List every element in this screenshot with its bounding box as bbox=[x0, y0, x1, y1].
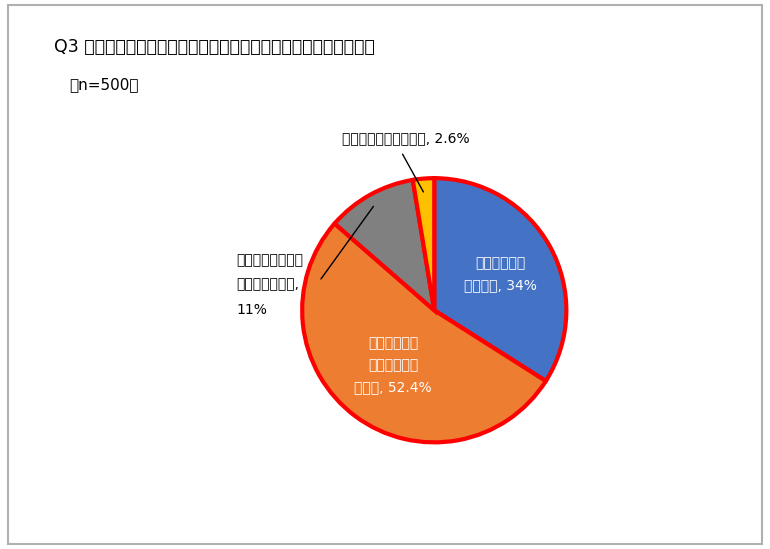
Text: （n=500）: （n=500） bbox=[69, 77, 139, 92]
Text: とても上がっ
たと思う, 34%: とても上がっ たと思う, 34% bbox=[464, 256, 537, 292]
Text: どちらかとい
えば上がった
と思う, 52.4%: どちらかとい えば上がった と思う, 52.4% bbox=[354, 337, 432, 394]
Text: とても下がったと思う, 2.6%: とても下がったと思う, 2.6% bbox=[342, 132, 470, 145]
Text: 下がったと思う,: 下がったと思う, bbox=[236, 277, 299, 291]
Wedge shape bbox=[413, 178, 434, 310]
Wedge shape bbox=[302, 223, 546, 442]
Text: 11%: 11% bbox=[236, 303, 267, 317]
Text: どちらかといえば: どちらかといえば bbox=[236, 253, 303, 267]
Text: Q3 テレワークを実施して自身の生産性は上がったと思いますか？: Q3 テレワークを実施して自身の生産性は上がったと思いますか？ bbox=[54, 38, 375, 57]
Wedge shape bbox=[434, 178, 567, 381]
Wedge shape bbox=[335, 180, 434, 310]
